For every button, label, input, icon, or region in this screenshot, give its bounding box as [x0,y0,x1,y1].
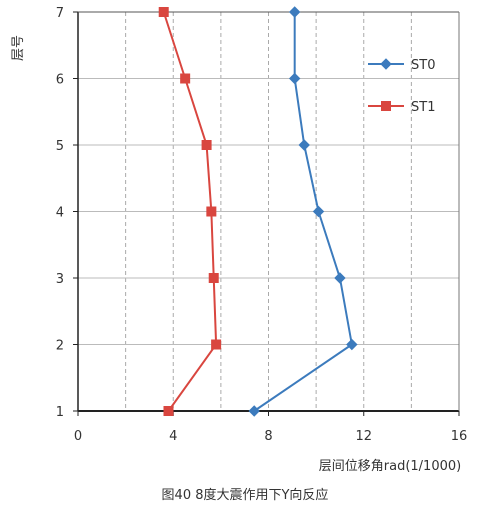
data-point-st1 [208,273,219,283]
y-tick-label: 7 [56,6,64,21]
legend: ST0 ST1 [368,58,435,115]
data-point-st0 [312,205,325,218]
data-point-st1 [206,206,217,217]
x-tick-label: 4 [169,429,177,444]
legend-label-st0: ST0 [411,58,435,73]
data-point-st1 [180,73,191,84]
x-tick-label: 8 [264,429,272,444]
y-tick-label: 2 [56,339,64,354]
data-point-st0 [334,272,346,284]
y-tick-label: 6 [56,73,64,88]
legend-marker-st0 [380,58,392,70]
data-point-st0 [288,72,301,85]
series-st1 [158,7,222,416]
y-tick-label: 3 [56,272,64,287]
figure-caption: 图40 8度大震作用下Y向反应 [162,487,329,503]
data-point-st1 [163,406,174,416]
x-tick-label: 16 [451,429,468,444]
data-point-st1 [158,7,169,17]
data-point-st1 [211,339,222,350]
y-axis-label: 层号 [11,35,26,61]
grid [78,12,459,411]
data-point-st0 [298,139,310,151]
x-tick-label: 0 [74,429,82,444]
data-point-st0 [248,405,260,417]
data-point-st1 [201,140,212,150]
data-point-st0 [346,338,358,351]
y-tick-label: 4 [56,206,64,221]
legend-label-st1: ST1 [411,100,435,115]
series-st0 [248,6,358,417]
x-tick-label: 12 [355,429,372,444]
series-area [158,6,358,417]
x-axis-label: 层间位移角rad(1/1000) [319,459,461,474]
y-tick-label: 5 [56,139,64,154]
y-tick-label: 1 [56,405,64,420]
legend-marker-st1 [381,101,391,111]
data-point-st0 [288,6,301,18]
